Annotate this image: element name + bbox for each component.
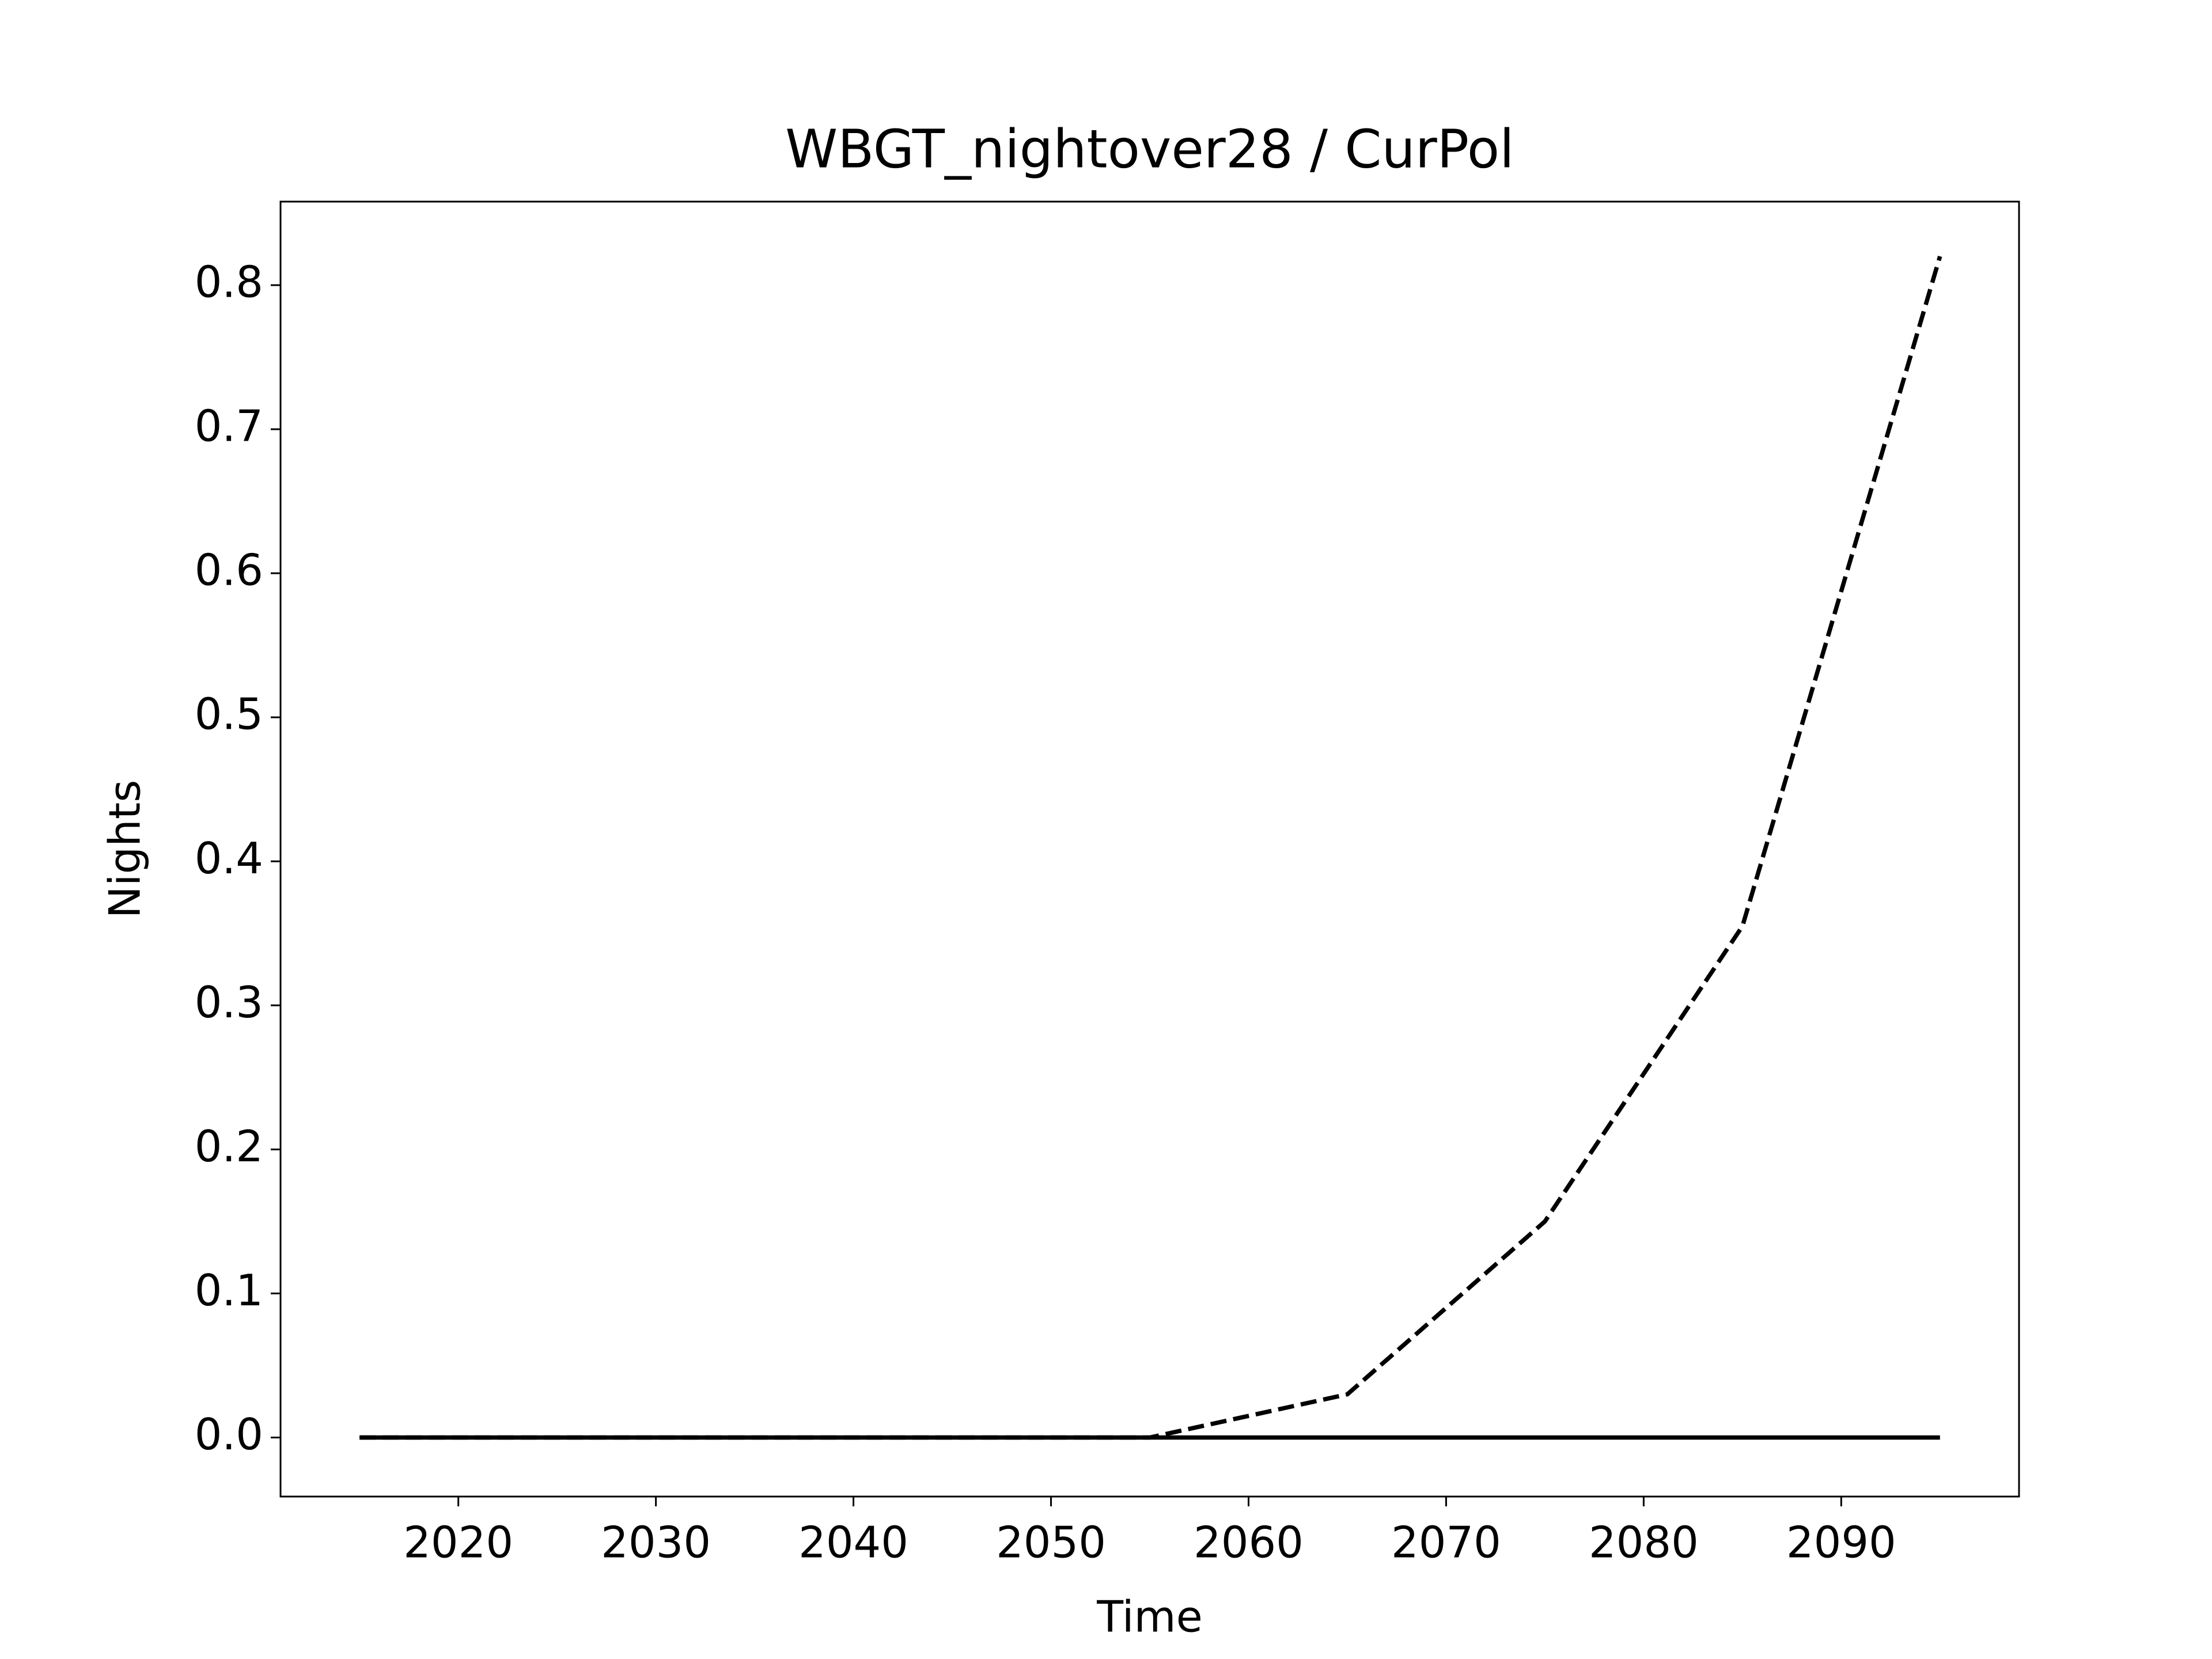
y-tick-label: 0.7 <box>195 401 263 452</box>
x-tick-label: 2080 <box>1589 1517 1699 1568</box>
y-tick-label: 0.3 <box>195 977 263 1028</box>
x-tick-label: 2070 <box>1391 1517 1501 1568</box>
x-tick-label: 2040 <box>798 1517 908 1568</box>
y-tick-label: 0.6 <box>195 545 263 596</box>
data-line <box>359 255 1942 1440</box>
chart-title: WBGT_nightover28 / CurPol <box>785 118 1514 180</box>
y-tick-label: 0.4 <box>195 833 263 884</box>
y-axis-label: Nights <box>100 780 150 919</box>
y-tick-label: 0.8 <box>195 257 263 308</box>
x-tick-label: 2060 <box>1194 1517 1304 1568</box>
y-tick-label: 0.1 <box>195 1265 263 1316</box>
y-tick-label: 0.0 <box>195 1409 263 1460</box>
x-axis-label: Time <box>1096 1592 1203 1642</box>
x-tick-label: 2020 <box>403 1517 513 1568</box>
x-tick-label: 2090 <box>1786 1517 1896 1568</box>
x-tick-label: 2030 <box>601 1517 711 1568</box>
y-tick-label: 0.2 <box>195 1121 263 1172</box>
y-tick-label: 0.5 <box>195 689 263 740</box>
plot-frame <box>279 200 2020 1498</box>
x-tick-label: 2050 <box>996 1517 1106 1568</box>
